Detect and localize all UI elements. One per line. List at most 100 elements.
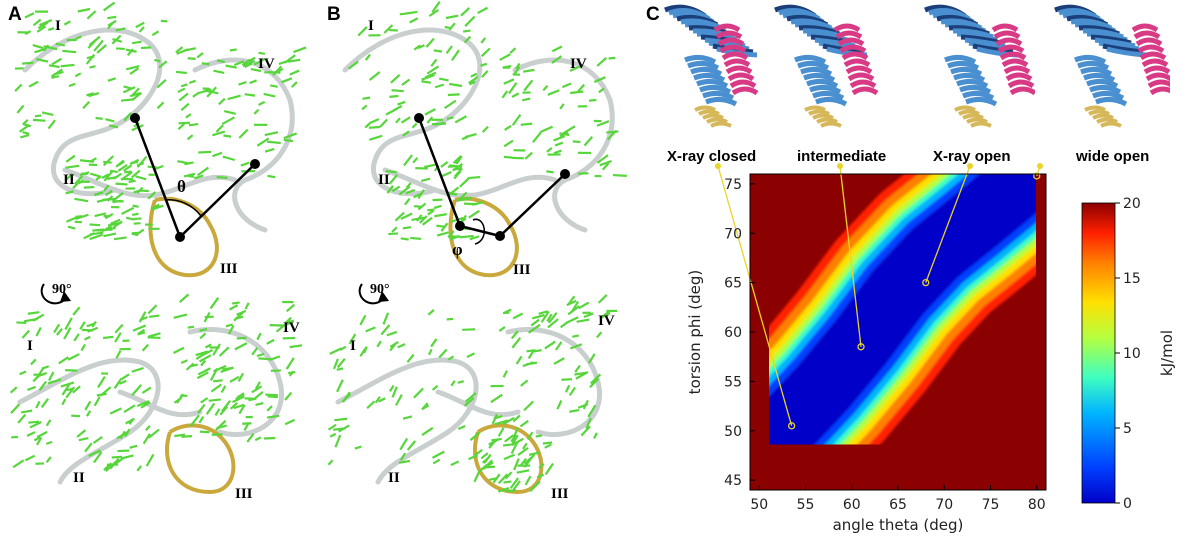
motion-vector	[526, 431, 534, 441]
motion-vector	[227, 325, 235, 335]
motion-vector	[129, 92, 141, 98]
motion-vector	[386, 330, 398, 337]
motion-vector	[290, 81, 298, 88]
y-tick-label: 75	[724, 177, 742, 193]
motion-vector	[525, 361, 538, 366]
motion-vector	[388, 174, 399, 185]
motion-vector	[397, 100, 406, 106]
motion-vector	[497, 427, 505, 437]
motion-vector	[17, 413, 27, 424]
state-label-open: X-ray open	[933, 148, 1011, 165]
motion-vector	[65, 190, 74, 195]
motion-vector	[218, 97, 226, 106]
motion-vector	[334, 417, 348, 422]
motion-vector	[333, 427, 346, 431]
motion-vector	[596, 120, 610, 127]
motion-vector	[67, 353, 80, 361]
motion-vector	[94, 212, 107, 218]
motion-vector	[449, 164, 463, 168]
motion-vector	[33, 436, 41, 442]
motion-vector	[569, 343, 583, 350]
motion-vector	[93, 191, 104, 197]
state-leader-lines	[715, 163, 1043, 430]
motion-vector	[426, 116, 434, 124]
ribbon-helix	[837, 37, 865, 47]
c-structure-open	[924, 4, 1035, 128]
motion-vector	[433, 204, 442, 210]
motion-vector	[139, 316, 148, 322]
y-axis-label: torsion phi (deg)	[686, 270, 704, 395]
motion-vector	[441, 171, 452, 178]
motion-vector	[432, 458, 441, 465]
motion-vector	[91, 320, 97, 328]
motion-vector	[459, 234, 474, 239]
b-top-label-iii: III	[513, 262, 531, 278]
motion-vector	[327, 459, 334, 466]
motion-vector	[359, 314, 367, 326]
motion-vector	[236, 336, 247, 340]
motion-vector	[469, 431, 481, 442]
motion-vector	[469, 235, 480, 241]
motion-vector	[32, 18, 42, 27]
ribbon-helix	[687, 60, 720, 71]
ribbon-sheet	[698, 109, 720, 116]
motion-vector	[89, 157, 97, 163]
motion-vector	[176, 70, 187, 75]
motion-vector	[354, 445, 362, 450]
motion-vector	[256, 137, 270, 147]
motion-vector	[251, 385, 263, 394]
motion-vector	[463, 397, 475, 407]
motion-vector	[50, 68, 63, 78]
motion-vector	[137, 331, 146, 336]
ribbon-sheet	[812, 113, 834, 120]
motion-vector	[216, 424, 228, 430]
motion-vector	[203, 311, 211, 323]
ribbon-helix	[1080, 66, 1113, 77]
x-tick-label: 65	[889, 497, 907, 513]
b-top-label-ii: II	[378, 172, 390, 188]
motion-vector	[391, 89, 404, 93]
motion-vector	[385, 170, 397, 174]
motion-vector	[410, 236, 421, 240]
motion-vector	[196, 52, 204, 59]
ribbon-helix	[696, 78, 729, 89]
ribbon-helix	[731, 86, 759, 96]
motion-vector	[72, 385, 81, 394]
motion-vector	[285, 357, 295, 370]
motion-vector	[289, 344, 303, 349]
motion-vector	[58, 356, 69, 365]
motion-vector	[422, 216, 433, 226]
motion-vector	[459, 176, 471, 188]
motion-vector	[86, 55, 95, 60]
motion-vector	[522, 442, 528, 450]
motion-vector	[511, 434, 518, 445]
motion-vector	[565, 316, 579, 324]
ribbon-helix	[1083, 72, 1116, 83]
motion-vector	[45, 440, 53, 445]
motion-vector	[28, 420, 40, 424]
motion-vector	[200, 359, 207, 367]
ribbon-helix	[723, 58, 751, 68]
ribbon-helix	[702, 90, 735, 101]
motion-vector	[395, 117, 401, 124]
motion-vector	[244, 62, 253, 69]
motion-vector	[10, 403, 21, 414]
motion-vector	[542, 84, 549, 92]
motion-vector	[461, 135, 469, 141]
motion-vector	[348, 333, 357, 345]
motion-vector	[84, 442, 93, 453]
motion-vector	[413, 387, 424, 399]
motion-vector	[368, 71, 381, 81]
motion-vector	[582, 399, 589, 410]
motion-vector	[180, 83, 188, 88]
motion-vector	[413, 192, 422, 199]
motion-vector	[391, 226, 398, 233]
motion-vector	[118, 379, 127, 385]
motion-vector	[566, 299, 577, 307]
motion-vector	[180, 359, 188, 364]
motion-vector	[463, 35, 472, 44]
b-bottom-label-iv: IV	[598, 313, 615, 329]
motion-vector	[233, 403, 244, 410]
motion-vector	[542, 441, 553, 445]
motion-vector	[365, 326, 376, 333]
